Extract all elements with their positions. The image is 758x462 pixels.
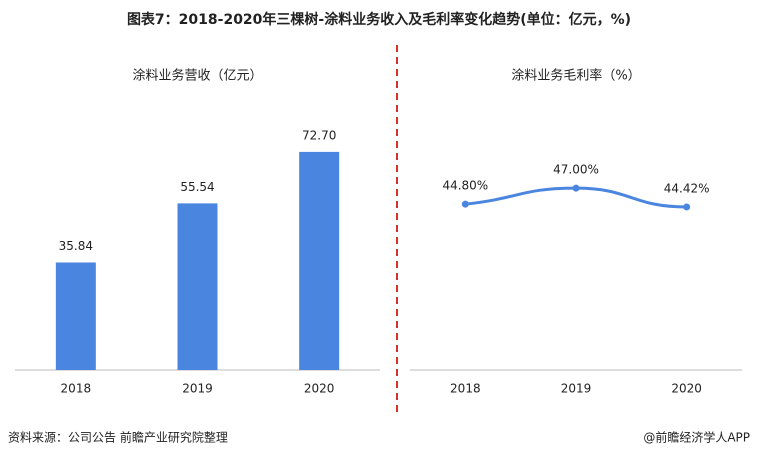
bar (299, 151, 340, 370)
data-label: 55.54 (180, 180, 214, 194)
x-tick-label: 2019 (182, 382, 213, 396)
panel-title: 涂料业务毛利率（%） (511, 68, 640, 84)
x-tick-label: 2018 (450, 382, 481, 396)
point (683, 203, 691, 211)
panel-title: 涂料业务营收（亿元） (132, 68, 262, 84)
bar (177, 203, 218, 370)
x-tick-label: 2020 (671, 382, 702, 396)
x-tick-label: 2018 (61, 382, 92, 396)
point (461, 200, 469, 208)
point (572, 184, 580, 192)
x-tick-label: 2019 (561, 382, 592, 396)
page-title: 图表7：2018-2020年三棵树-涂料业务收入及毛利率变化趋势(单位：亿元，%… (127, 11, 631, 28)
x-tick-label: 2020 (304, 382, 335, 396)
data-label: 47.00% (553, 163, 599, 177)
data-label: 35.84 (59, 239, 93, 253)
bar (55, 262, 96, 370)
data-label: 44.42% (664, 181, 710, 195)
data-label: 44.80% (442, 179, 488, 193)
credit: @前瞻经济学人APP (643, 430, 750, 445)
data-label: 72.70 (302, 128, 336, 142)
source: 资料来源：公司公告 前瞻产业研究院整理 (8, 430, 228, 445)
